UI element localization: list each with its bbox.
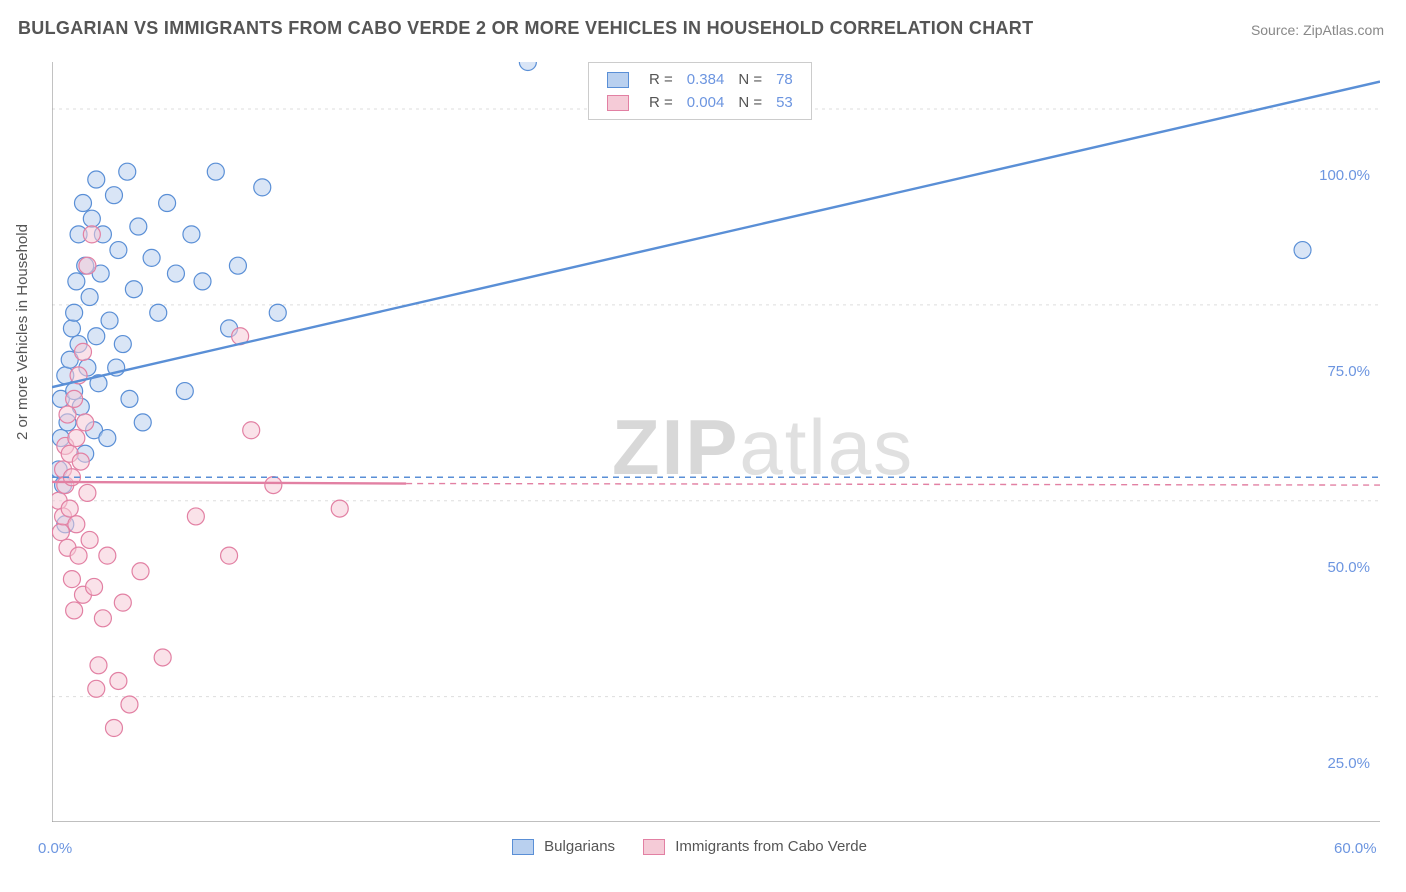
x-tick-label: 0.0% bbox=[38, 840, 72, 857]
series-legend: Bulgarians Immigrants from Cabo Verde bbox=[512, 838, 867, 855]
y-axis-label: 2 or more Vehicles in Household bbox=[14, 224, 31, 440]
swatch-icon bbox=[512, 839, 534, 855]
legend-item: Bulgarians bbox=[512, 838, 615, 855]
y-tick-label: 50.0% bbox=[1327, 559, 1370, 576]
x-tick-label: 60.0% bbox=[1334, 840, 1377, 857]
legend-row: R = 0.384 N = 78 bbox=[601, 69, 799, 90]
swatch-icon bbox=[643, 839, 665, 855]
legend-row: R = 0.004 N = 53 bbox=[601, 92, 799, 113]
source-label: Source: ZipAtlas.com bbox=[1251, 22, 1384, 38]
correlation-legend: R = 0.384 N = 78 R = 0.004 N = 53 bbox=[588, 62, 812, 120]
chart-area: ZIPatlas 25.0% 50.0% 75.0% 100.0% R = 0.… bbox=[52, 62, 1380, 822]
swatch-icon bbox=[607, 72, 629, 88]
y-tick-label: 25.0% bbox=[1327, 755, 1370, 772]
chart-title: BULGARIAN VS IMMIGRANTS FROM CABO VERDE … bbox=[18, 18, 1033, 39]
y-tick-label: 100.0% bbox=[1319, 167, 1370, 184]
legend-item: Immigrants from Cabo Verde bbox=[643, 838, 867, 855]
y-tick-label: 75.0% bbox=[1327, 363, 1370, 380]
scatter-plot bbox=[52, 62, 1380, 822]
swatch-icon bbox=[607, 95, 629, 111]
